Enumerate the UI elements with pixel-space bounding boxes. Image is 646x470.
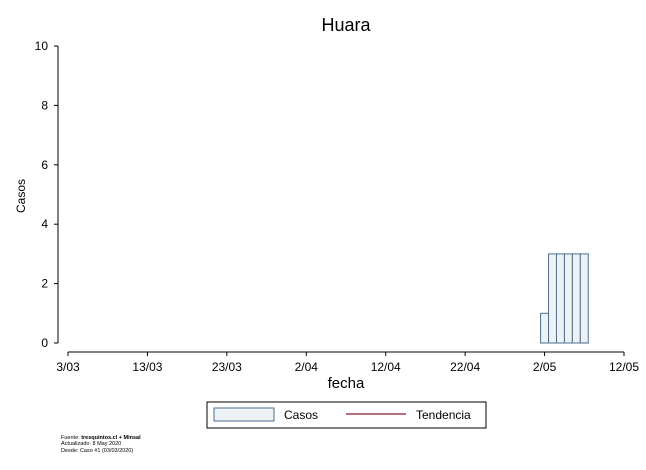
y-tick-label: 6 (41, 158, 48, 172)
x-tick-label: 22/04 (450, 360, 480, 374)
legend-casos-swatch (213, 407, 275, 422)
bar-casos (563, 253, 573, 344)
chart-title: Huara (321, 15, 371, 35)
footer-source: Fuente: tresquintos.cl + Minsal (61, 435, 141, 441)
x-ticks: 3/03 13/03 23/03 2/04 12/04 22/04 2/05 12/05 (56, 352, 639, 374)
x-tick-label: 13/03 (132, 360, 162, 374)
y-tick-label: 0 (41, 336, 48, 350)
y-tick-label: 4 (41, 217, 48, 231)
bar-casos (555, 253, 565, 344)
y-tick-label: 8 (41, 98, 48, 112)
x-tick-label: 3/03 (56, 360, 80, 374)
legend-casos-label: Casos (284, 408, 318, 422)
footer: Fuente: tresquintos.cl + Minsal Actualiz… (61, 435, 141, 454)
legend-tendencia-label: Tendencia (416, 408, 471, 422)
y-tick-label: 10 (35, 39, 49, 53)
x-tick-label: 2/05 (533, 360, 557, 374)
x-tick-label: 23/03 (212, 360, 242, 374)
legend: Casos Tendencia (206, 401, 487, 429)
bar-casos (579, 253, 589, 344)
bar-casos (548, 253, 557, 344)
y-tick-label: 2 (41, 277, 48, 291)
bar-casos (571, 253, 581, 344)
x-tick-label: 12/04 (371, 360, 401, 374)
bars (540, 253, 589, 344)
y-axis-label: Casos (14, 179, 28, 213)
y-ticks: 0 2 4 6 8 10 (35, 39, 58, 350)
x-tick-label: 12/05 (609, 360, 639, 374)
bar-casos (540, 312, 550, 344)
x-axis-label: fecha (328, 375, 365, 392)
x-tick-label: 2/04 (295, 360, 319, 374)
footer-updated: Actualizado: 8 May 2020 (61, 441, 122, 448)
footer-since: Desde: Caso #1 (03/03/2020) (61, 447, 134, 454)
